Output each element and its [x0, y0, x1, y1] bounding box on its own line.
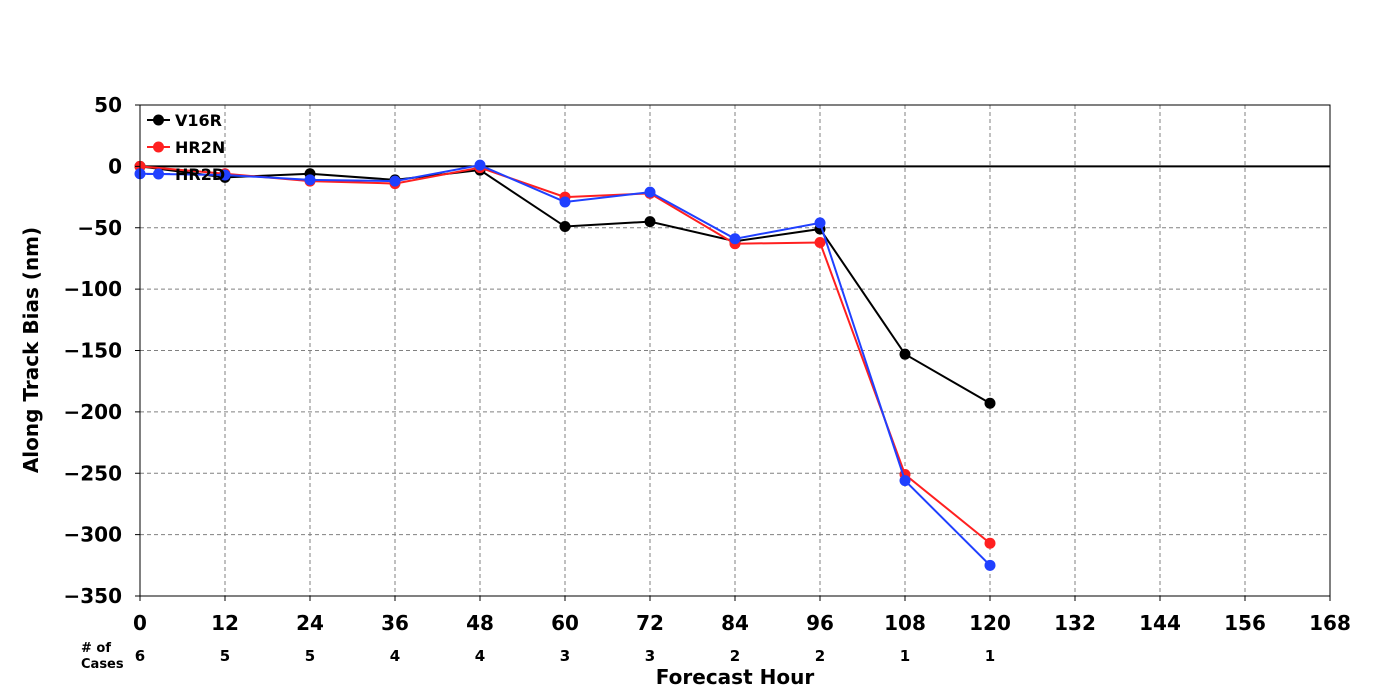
case-count-label: 4 [390, 647, 400, 665]
y-tick-label: −250 [63, 461, 122, 485]
x-tick-label: 168 [1309, 611, 1351, 635]
case-count-label: 2 [815, 647, 825, 665]
data-point-hr2d [219, 169, 231, 181]
legend-marker [153, 168, 164, 180]
legend-item-hr2d: HR2D [147, 165, 225, 184]
legend-label: HR2N [175, 138, 225, 157]
cases-row: 6 5 5 4 4 3 3 2 2 1 1 [135, 647, 995, 665]
x-tick-label: 108 [884, 611, 926, 635]
x-axis-label: Forecast Hour [656, 665, 815, 689]
data-point-v16r [559, 221, 571, 233]
y-axis-ticks: 50 0 −50 −100 −150 −200 −250 −300 −350 [63, 93, 140, 608]
case-count-label: 5 [220, 647, 230, 665]
x-axis-ticks: 0 12 24 36 48 60 72 84 96 108 120 132 144 156 168 [133, 596, 1351, 635]
data-point-hr2d [814, 217, 826, 229]
data-point-v16r [899, 348, 911, 360]
case-count-label: 3 [645, 647, 655, 665]
x-tick-label: 12 [211, 611, 239, 635]
legend-label: HR2D [175, 165, 225, 184]
data-point-hr2d [304, 174, 316, 186]
data-point-hr2d [474, 159, 486, 171]
legend-item-hr2n: HR2N [147, 138, 225, 157]
grid-lines [140, 105, 1330, 596]
case-count-label: 1 [900, 647, 910, 665]
legend-marker [153, 141, 164, 153]
x-tick-label: 84 [721, 611, 749, 635]
case-count-label: 4 [475, 647, 485, 665]
data-point-hr2d [389, 175, 401, 187]
x-tick-label: 24 [296, 611, 324, 635]
legend: V16R HR2N HR2D [147, 111, 225, 184]
x-tick-label: 96 [806, 611, 834, 635]
data-point-hr2d [729, 233, 741, 245]
y-tick-label: −100 [63, 277, 122, 301]
data-point-hr2d [644, 186, 656, 198]
cases-title-line-1: # of [81, 641, 111, 656]
series-hr2d [134, 159, 996, 571]
x-tick-label: 48 [466, 611, 494, 635]
x-tick-label: 144 [1139, 611, 1181, 635]
case-count-label: 2 [730, 647, 740, 665]
series-layer [134, 159, 996, 571]
y-tick-label: 50 [94, 93, 122, 117]
cases-title-line-2: Cases [81, 657, 124, 672]
case-count-label: 1 [985, 647, 995, 665]
x-tick-label: 120 [969, 611, 1011, 635]
data-point-hr2n [814, 236, 826, 248]
case-count-label: 6 [135, 647, 145, 665]
y-axis-label: Along Track Bias (nm) [19, 227, 43, 473]
legend-marker [153, 114, 164, 126]
x-tick-label: 60 [551, 611, 579, 635]
case-count-label: 3 [560, 647, 570, 665]
x-tick-label: 156 [1224, 611, 1266, 635]
data-point-hr2d [559, 196, 571, 208]
data-point-hr2d [899, 475, 911, 487]
data-point-v16r [984, 397, 996, 409]
case-count-label: 5 [305, 647, 315, 665]
legend-item-v16r: V16R [147, 111, 222, 130]
x-tick-label: 36 [381, 611, 409, 635]
y-tick-label: 0 [108, 154, 122, 178]
y-tick-label: −300 [63, 523, 122, 547]
data-point-hr2d [984, 559, 996, 571]
y-tick-label: −200 [63, 400, 122, 424]
y-tick-label: −350 [63, 584, 122, 608]
x-tick-label: 132 [1054, 611, 1096, 635]
data-point-v16r [644, 216, 656, 228]
y-tick-label: −150 [63, 339, 122, 363]
y-tick-label: −50 [77, 216, 122, 240]
x-tick-label: 0 [133, 611, 147, 635]
legend-label: V16R [175, 111, 222, 130]
x-tick-label: 72 [636, 611, 664, 635]
data-point-hr2n [984, 537, 996, 549]
